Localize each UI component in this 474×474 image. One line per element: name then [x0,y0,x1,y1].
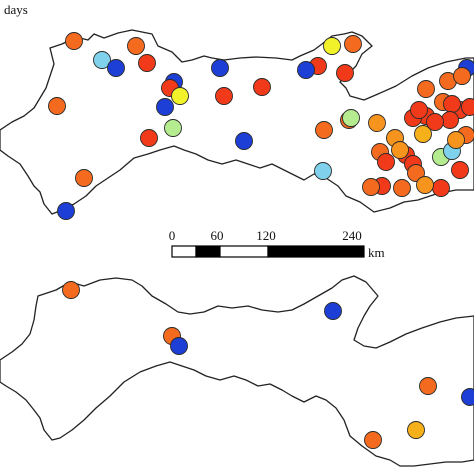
top-station-marker [297,61,315,79]
scale-tick-240: 240 [342,228,362,243]
scale-tick-120: 120 [256,228,276,243]
top-station-marker [138,54,156,72]
bottom-station-marker [170,337,188,355]
top-station-marker [107,59,125,77]
top-station-marker [171,87,189,105]
scale-tick-60: 60 [211,228,224,243]
top-station-marker [57,202,75,220]
bottom-station-marker [461,388,474,406]
scale-unit: km [368,245,385,260]
top-station-marker [414,125,432,143]
corner-label: days [4,2,28,17]
bottom-station-marker [324,302,342,320]
top-station-marker [393,179,411,197]
top-station-marker [453,67,471,85]
top-station-marker [48,97,66,115]
top-station-marker [447,131,465,149]
top-station-marker [342,109,360,127]
bottom-station-marker [407,421,425,439]
top-station-marker [156,98,174,116]
top-station-marker [441,111,459,129]
scale-segment-4 [267,245,365,258]
scale-bar: 0 60 120 240 km [169,228,385,260]
top-station-marker [432,179,450,197]
top-station-marker [75,169,93,187]
top-station-marker [65,32,83,50]
top-station-marker [368,114,386,132]
top-station-marker [215,87,233,105]
top-station-markers [48,32,474,220]
top-station-marker [410,101,428,119]
top-station-marker [426,113,444,131]
top-station-marker [164,119,182,137]
bottom-state-outline [0,275,474,467]
top-station-marker [416,176,434,194]
bottom-station-marker [419,377,437,395]
top-station-marker [461,98,474,116]
top-station-marker [417,80,435,98]
top-station-marker [377,153,395,171]
top-station-marker [253,78,271,96]
bottom-station-markers [62,281,474,449]
top-station-marker [443,95,461,113]
top-station-marker [451,161,469,179]
bottom-station-marker [364,431,382,449]
bottom-station-marker [62,281,80,299]
scale-segment-3 [219,245,269,258]
scale-tick-0: 0 [169,228,176,243]
top-station-marker [336,64,354,82]
top-station-marker [391,141,409,159]
top-station-marker [140,129,158,147]
scale-segment-1 [171,245,197,258]
top-station-marker [323,37,341,55]
bottom-state-map [0,275,474,467]
top-station-marker [211,59,229,77]
top-station-marker [93,51,111,69]
scale-segment-2 [195,245,221,258]
top-station-marker [235,132,253,150]
top-station-marker [315,121,333,139]
top-station-marker [314,162,332,180]
top-station-marker [344,35,362,53]
top-station-marker [127,37,145,55]
top-station-marker [362,178,380,196]
top-station-marker [407,164,425,182]
